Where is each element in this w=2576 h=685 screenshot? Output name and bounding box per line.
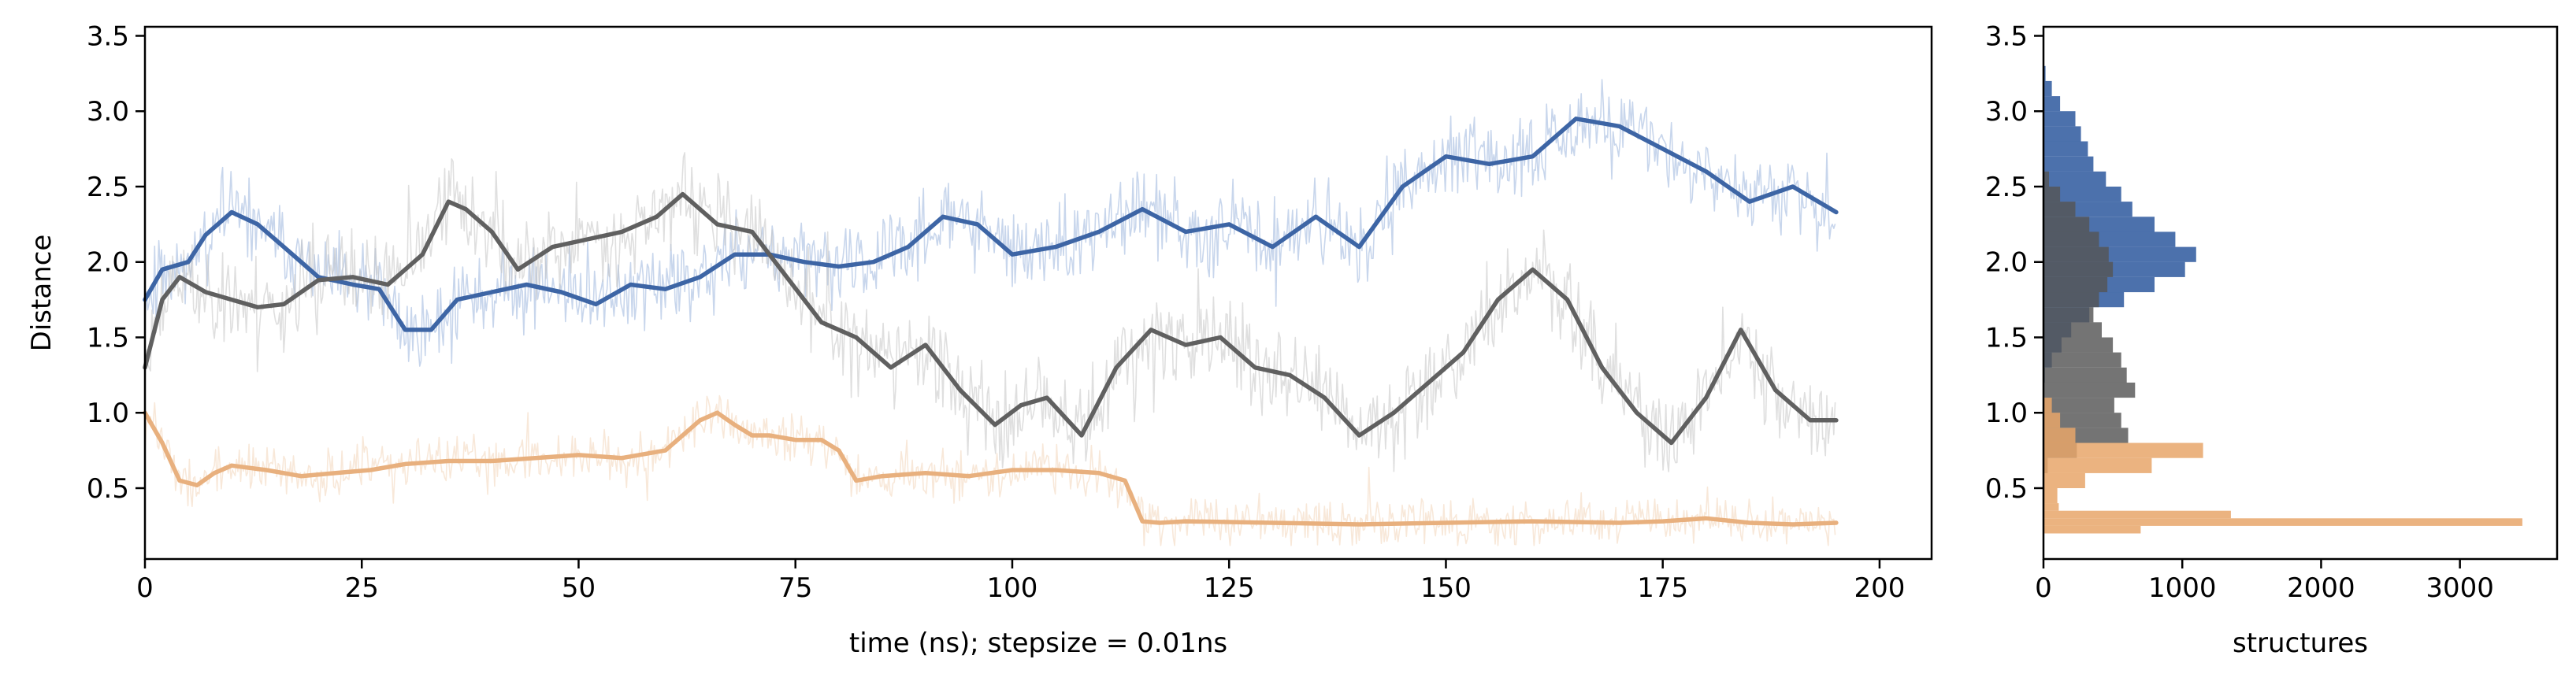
histogram-bar-2: [2043, 382, 2136, 398]
histogram-bar-2: [2043, 231, 2099, 247]
x-tick-label: 0: [2035, 572, 2052, 604]
histogram-bar-2: [2043, 202, 2076, 217]
x-tick-label: 200: [1854, 572, 1905, 604]
raw-trace-2: [144, 152, 1836, 472]
timeseries-plot-frame: [143, 25, 1933, 561]
x-tick-label: 175: [1637, 572, 1688, 604]
histogram-bar-1: [2043, 156, 2094, 172]
timeseries-y-axis: 0.5 1.0 1.5 2.0 2.5 3.0 3.5: [87, 20, 145, 505]
histogram-bar-3: [2043, 510, 2231, 519]
histogram-bar-1: [2043, 65, 2046, 81]
histogram-bar-2: [2043, 171, 2049, 187]
histogram-x-axis-label: structures: [2233, 628, 2368, 659]
histogram-bar-3: [2043, 442, 2203, 458]
histogram-bar-2: [2043, 217, 2090, 232]
histogram-bar-1: [2043, 80, 2052, 97]
y-tick-label: 0.5: [87, 473, 129, 505]
x-tick-label: 1000: [2148, 572, 2217, 604]
y-tick-label: 3.5: [1985, 20, 2028, 52]
histogram-bar-2: [2043, 337, 2114, 353]
smoothed-line-2: [143, 191, 1839, 446]
histogram-bar-3: [2043, 518, 2522, 526]
histogram-bar-3: [2043, 472, 2085, 488]
histogram-bar-1: [2043, 141, 2088, 157]
histogram-bar-2: [2043, 187, 2061, 202]
timeseries-x-axis-label: time (ns); stepsize = 0.01ns: [849, 628, 1227, 659]
histogram-bar-1: [2043, 126, 2081, 142]
histogram-bar-2: [2043, 292, 2099, 308]
histogram-bar-3: [2043, 428, 2076, 443]
histogram-bar-2: [2043, 307, 2094, 323]
histogram-bar-2: [2043, 276, 2108, 293]
x-tick-label: 50: [562, 572, 596, 604]
histogram-bar-3: [2043, 488, 2058, 504]
raw-trace-1: [144, 79, 1836, 367]
histogram-bar-3: [2043, 413, 2061, 428]
x-tick-label: 3000: [2426, 572, 2494, 604]
y-tick-label: 1.0: [87, 398, 129, 429]
x-tick-label: 125: [1204, 572, 1255, 604]
histogram-bar-2: [2043, 261, 2114, 277]
y-tick-label: 0.5: [1985, 473, 2028, 505]
histogram-bar-1: [2043, 187, 2121, 202]
y-tick-label: 3.0: [87, 96, 129, 128]
histogram-bar-2: [2043, 398, 2114, 413]
smoothed-line-1: [143, 117, 1839, 332]
y-tick-label: 3.5: [87, 20, 129, 52]
smoothed-lines: [143, 117, 1839, 527]
y-tick-label: 3.0: [1985, 96, 2028, 128]
histogram-plot-frame: [2042, 25, 2559, 561]
smoothed-line-3: [143, 410, 1839, 527]
histogram-bar-3: [2043, 398, 2052, 413]
histogram-bar-2: [2043, 246, 2109, 262]
timeseries-panel: 0 25 50 75 100 125 150 175 200 0.5 1.0 1.5 2.0 2.5 3.…: [26, 20, 1933, 659]
histogram-bar-2: [2043, 367, 2127, 383]
x-tick-label: 25: [345, 572, 379, 604]
histogram-bar-3: [2043, 457, 2152, 473]
histogram-y-axis: 0.5 1.0 1.5 2.0 2.5 3.0 3.5: [1985, 20, 2043, 505]
histogram-bar-3: [2043, 503, 2059, 511]
x-tick-label: 150: [1420, 572, 1472, 604]
x-tick-label: 75: [778, 572, 812, 604]
histogram-x-axis: 0 1000 2000 3000: [2035, 559, 2494, 604]
y-tick-label: 2.5: [87, 172, 129, 203]
histogram-bar-3: [2043, 525, 2141, 534]
timeseries-x-axis: 0 25 50 75 100 125 150 175 200: [136, 559, 1905, 604]
histogram-panel: 0 1000 2000 3000 0.5 1.0 1.5 2.0 2.5 3.0 3.5 stru…: [1985, 20, 2559, 659]
histogram-bar-1: [2043, 111, 2076, 127]
histogram-bar-2: [2043, 322, 2102, 338]
histogram-bar-1: [2043, 171, 2106, 187]
histogram-bar-1: [2043, 96, 2061, 112]
histogram-bar-2: [2043, 352, 2121, 368]
y-tick-label: 2.0: [87, 247, 129, 279]
y-tick-label: 2.5: [1985, 172, 2028, 203]
y-tick-label: 1.5: [87, 322, 129, 354]
y-tick-label: 1.0: [1985, 398, 2028, 429]
x-tick-label: 2000: [2287, 572, 2355, 604]
x-tick-label: 0: [136, 572, 154, 604]
histogram-bar-2: [2043, 413, 2121, 428]
histogram-bars: [2043, 65, 2522, 534]
x-tick-label: 100: [987, 572, 1038, 604]
timeseries-y-axis-label: Distance: [26, 235, 58, 352]
y-tick-label: 2.0: [1985, 247, 2028, 279]
y-tick-label: 1.5: [1985, 322, 2028, 354]
